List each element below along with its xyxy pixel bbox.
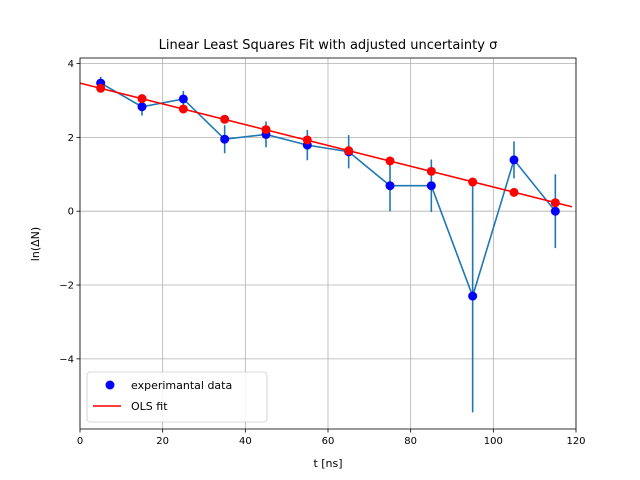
legend-label-fit: OLS fit (131, 400, 168, 413)
legend: experimantal data OLS fit (86, 371, 268, 423)
fit-point (261, 125, 271, 135)
y-tick-label: −4 (59, 354, 74, 365)
experimental-data-point (137, 102, 147, 112)
legend-label-experimental: experimantal data (131, 379, 232, 392)
experimental-data-point (385, 181, 395, 191)
x-tick-label: 120 (566, 436, 585, 447)
y-tick-label: 2 (68, 133, 74, 144)
fit-point (137, 94, 147, 104)
experimental-data-point (468, 291, 478, 301)
data-points (96, 78, 560, 301)
fit-point (178, 104, 188, 114)
x-tick-label: 80 (404, 436, 417, 447)
experimental-data-point (426, 181, 436, 191)
legend-box (86, 371, 268, 423)
experimental-data-point (178, 94, 188, 104)
fit-point (468, 177, 478, 187)
y-axis-label: ln(ΔN) (29, 227, 42, 261)
experimental-connecting-line (100, 82, 556, 299)
fit-point (220, 114, 230, 124)
x-tick-label: 40 (239, 436, 252, 447)
y-axis-ticks: −4 −2 0 2 4 (59, 59, 80, 365)
x-tick-label: 60 (322, 436, 335, 447)
fit-point (509, 187, 519, 197)
y-tick-label: −2 (59, 281, 74, 292)
y-tick-label: 0 (68, 207, 74, 218)
x-tick-label: 20 (156, 436, 169, 447)
fit-point (302, 135, 312, 145)
legend-marker-experimental (105, 380, 115, 390)
ols-fit-line (79, 82, 573, 208)
x-axis-ticks: 0 20 40 60 80 100 120 (77, 429, 586, 447)
fit-point (385, 156, 395, 166)
experimental-data-point (550, 206, 560, 216)
chart-title: Linear Least Squares Fit with adjusted u… (159, 38, 498, 53)
series-lines (79, 82, 573, 299)
fit-point (344, 146, 354, 156)
fit-point (96, 83, 106, 93)
fit-point (550, 198, 560, 208)
experimental-data-point (509, 155, 519, 165)
grid (79, 58, 577, 429)
fit-point (426, 166, 436, 176)
x-tick-label: 0 (77, 436, 83, 447)
x-tick-label: 100 (484, 436, 503, 447)
x-axis-label: t [ns] (313, 457, 342, 470)
experimental-data-point (220, 134, 230, 144)
y-tick-label: 4 (68, 59, 74, 70)
